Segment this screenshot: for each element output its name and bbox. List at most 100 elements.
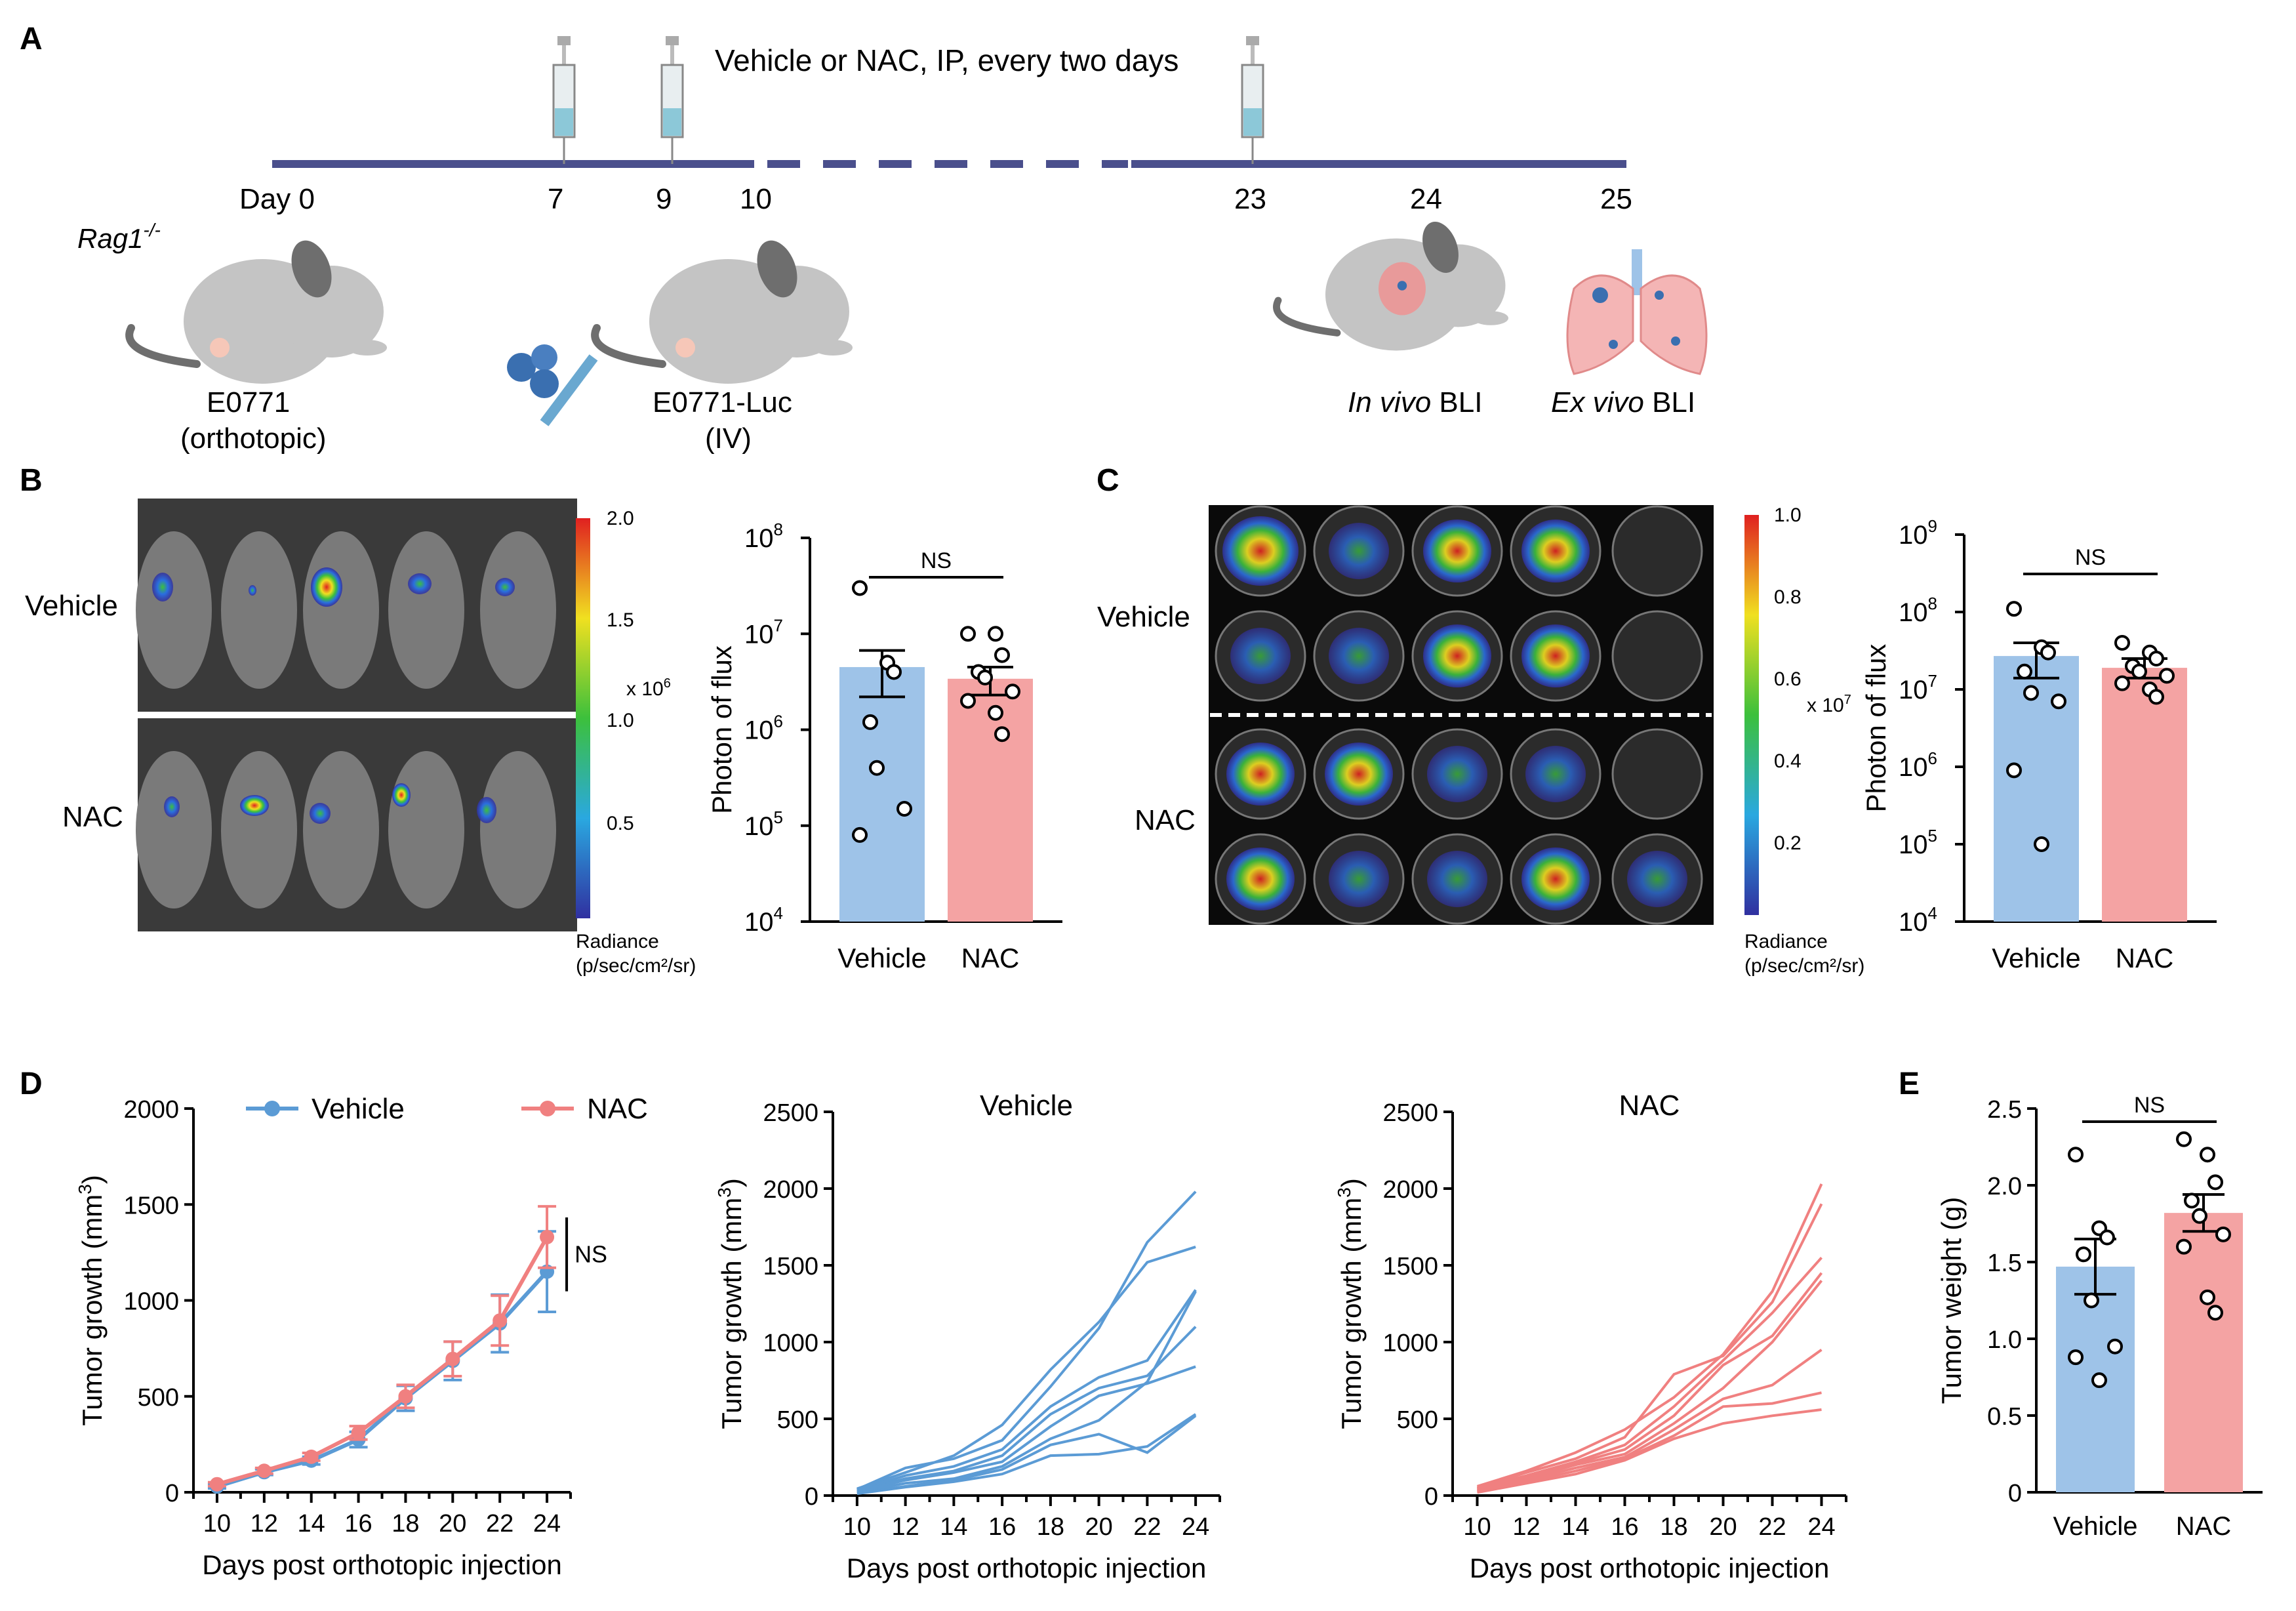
series-line-m7 [1477,1391,1822,1494]
data-point [493,1313,508,1328]
row-label-nac: NAC [62,801,123,833]
data-point [351,1425,366,1440]
series-line-nac [216,1236,549,1486]
day-label: 24 [1410,183,1442,215]
y-tick-label: 2000 [123,1096,179,1124]
data-point [2114,675,2130,691]
bar-nac [2164,1213,2243,1492]
data-point [2200,1147,2215,1163]
series-line-vehicle [216,1270,549,1489]
bar-nac [2102,668,2187,922]
y-axis-label: Photon of flux [706,645,737,814]
scale-tick: 0.6 [1774,668,1802,690]
y-tick-label: 1500 [123,1192,179,1219]
bli-signal [1329,851,1389,907]
x-tick-label: 22 [1133,1513,1161,1541]
x-tick-label: 24 [533,1510,561,1538]
scale-tick: 0.4 [1774,750,1802,772]
y-tick-label: 105 [744,807,783,841]
day-label: 9 [656,183,672,215]
y-tick-label: 2000 [763,1176,818,1204]
row-label-vehicle: Vehicle [25,590,118,622]
series-line-m4 [856,1326,1197,1492]
data-point [2006,762,2022,779]
y-tick-label: 2500 [763,1099,818,1127]
panel-label-c: C [1097,463,1119,498]
series-line-m5 [856,1365,1196,1494]
radiance-scale-bar [576,518,590,918]
bli-signal [1521,847,1590,910]
x-tick-label: 24 [1182,1513,1209,1541]
wells [1215,505,1703,925]
chart-d-mean: 0 500 1000 1500 2000 10 12 14 16 18 20 22 24 Days pos… [75,1093,648,1580]
chart-title: Vehicle [980,1090,1073,1122]
chart-d-vehicle: 0 500 1000 1500 2000 2500 10 12 14 16 18 20 22 24 Days… [714,1090,1221,1583]
series-line-m2 [856,1191,1197,1491]
bli-signal [1427,851,1487,907]
lungs-icon [1566,249,1708,375]
x-tick-label: 12 [1512,1513,1540,1541]
data-point [988,626,1003,642]
series-line-m2 [1476,1203,1823,1490]
y-tick-label: 106 [744,712,783,745]
x-tick-label: 20 [1709,1513,1737,1541]
y-axis-label: Tumor growth (mm3) [1334,1178,1367,1429]
well [1611,505,1703,597]
chart-c: 104 105 106 107 108 109 Photon of flux Vehicle N… [1861,516,2217,973]
data-point [2091,1372,2107,1389]
data-point [994,647,1010,663]
x-tick-label: 18 [1037,1513,1064,1541]
data-point [896,800,912,817]
bli-signals [152,567,515,824]
bli-signal [1329,628,1389,684]
treatment-label: Vehicle or NAC, IP, every two days [715,43,1178,77]
y-tick-label: 0.5 [1987,1403,2022,1431]
data-point [852,580,868,596]
bar-nac [948,678,1033,922]
data-point [2184,1193,2200,1209]
data-point [398,1389,413,1404]
significance-label: NS [574,1240,607,1267]
data-point [2215,1226,2231,1242]
panel-b: B Vehicle NAC 2.0 1.5 1.0 0.5 x 106 Radi… [20,463,1062,977]
x-tick-label: 22 [486,1510,514,1538]
bli-signal [1423,520,1491,582]
bli-signal [1521,520,1590,582]
bar-vehicle [839,666,925,922]
data-point [2076,1246,2091,1263]
x-tick-label: 24 [1807,1513,1835,1541]
invivo-label: In vivo BLI [1348,386,1482,418]
legend-label: Vehicle [312,1093,405,1125]
y-axis-label: Tumor growth (mm3) [714,1178,747,1429]
chart-e: 0 0.5 1.0 1.5 2.0 2.5 Tumor weight (g) Vehicle N… [1936,1093,2263,1541]
data-point [2017,663,2032,680]
data-point [2131,663,2147,680]
x-tick-label: 16 [988,1513,1016,1541]
x-tick-label: 18 [392,1510,419,1538]
y-axis-label: Tumor weight (g) [1936,1197,1967,1404]
y-tick-label: 2.0 [1987,1173,2022,1200]
y-tick-label: 0 [2008,1480,2022,1507]
y-tick-label: 1000 [763,1330,818,1357]
y-tick-label: 1500 [1382,1253,1438,1280]
data-point [2023,685,2039,701]
day-label: 23 [1234,183,1266,215]
bli-signal [1222,516,1299,586]
bli-signal [1325,743,1393,806]
chart-d-nac: 0 500 1000 1500 2000 2500 10 12 14 16 18 20 22 24 Days… [1334,1090,1847,1583]
y-tick-label: 1000 [1382,1330,1438,1357]
bli-signal [1525,746,1586,802]
series-line-m3 [856,1289,1197,1492]
legend-label: NAC [587,1093,648,1125]
data-point [977,669,993,685]
y-tick-label: 500 [777,1406,818,1434]
y-tick-label: 0 [805,1483,818,1511]
data-point [2176,1131,2192,1147]
data-point [2051,693,2066,710]
exvivo-label: Ex vivo BLI [1551,386,1695,418]
x-tick-label: 14 [298,1510,325,1538]
x-tick-label: 10 [1463,1513,1491,1541]
legend-marker [540,1101,555,1116]
data-point [869,760,885,776]
bli-signal [1226,743,1295,806]
